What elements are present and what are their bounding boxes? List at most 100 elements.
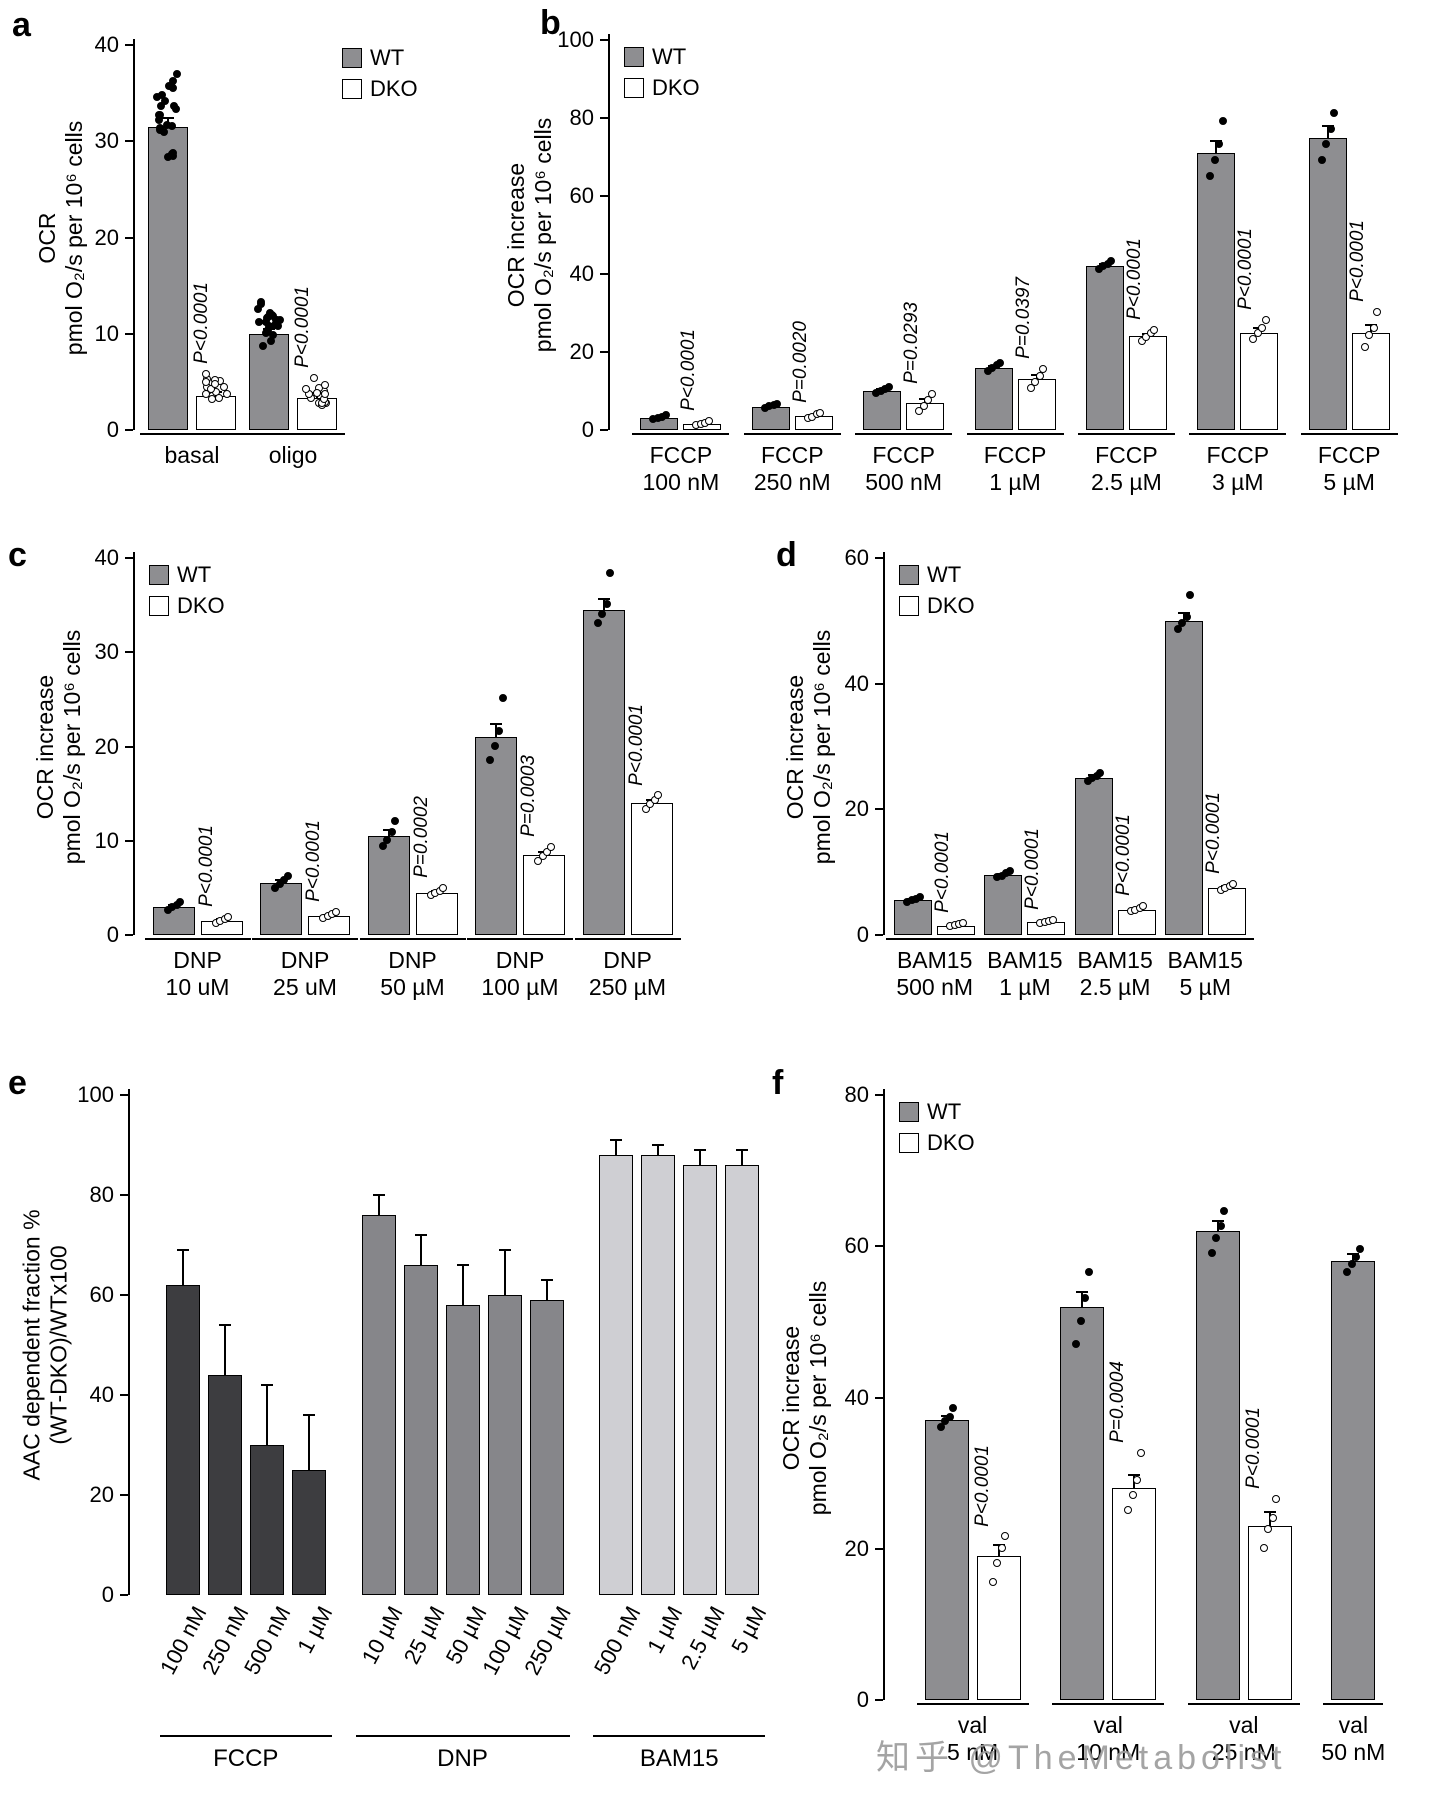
bar-group: P<0.0001 DNP 10 uM	[144, 825, 251, 1000]
wt-bar	[640, 411, 679, 430]
y-tick	[120, 1194, 128, 1196]
panel-f-letter: f	[772, 1064, 784, 1102]
dko-bar: P<0.0001	[626, 704, 673, 935]
x-group-label: val 25 nM	[1211, 1712, 1276, 1765]
legend: WT DKO	[899, 562, 975, 619]
legend-label: WT	[927, 562, 962, 587]
wt-data-point	[1072, 1339, 1081, 1348]
bar: 5 µM	[725, 1149, 771, 1657]
dko-data-point	[927, 389, 936, 398]
wt-data-point	[1182, 612, 1191, 621]
p-value-label: P<0.0001	[678, 329, 700, 412]
p-value-label: P<0.0001	[1123, 237, 1145, 320]
dko-bar: P<0.0001	[1113, 814, 1156, 935]
wt-data-point	[1005, 867, 1014, 876]
wt-data-point	[1096, 768, 1105, 777]
wt-data-point	[163, 120, 172, 129]
y-tick	[120, 1594, 128, 1596]
error-bar-cap	[610, 1139, 623, 1141]
dko-bar: P=0.0003	[518, 755, 565, 935]
x-group-label: BAM15 500 nM	[896, 947, 974, 1000]
legend-label: WT	[177, 562, 212, 587]
wt-bar	[1060, 1267, 1105, 1700]
p-value-label: P<0.0001	[1202, 791, 1224, 874]
legend-swatch-dko	[342, 79, 362, 99]
dko-bar: P=0.0397	[1013, 277, 1056, 430]
p-value-label: P=0.0002	[410, 795, 432, 878]
wt-data-point	[169, 101, 178, 110]
dko-data-point	[1365, 331, 1374, 340]
group-name: BAM15	[639, 1745, 719, 1772]
legend-label: DKO	[177, 593, 225, 618]
p-value-label: P=0.0397	[1012, 276, 1034, 359]
p-value-label: P<0.0001	[1346, 220, 1368, 302]
y-tick	[875, 1396, 883, 1399]
wt-data-point	[495, 727, 503, 736]
dko-data-point	[988, 1577, 997, 1586]
p-value-label: P<0.0001	[625, 703, 647, 786]
dko-bar: P<0.0001	[1243, 1407, 1292, 1700]
dko-data-point	[312, 388, 321, 397]
bar-groups: P<0.0001 basal P<0.0001 oligo	[135, 45, 350, 468]
error-bar	[997, 1545, 1000, 1558]
bar-group: P<0.0001 FCCP 3 µM	[1189, 116, 1287, 495]
wt-data-point	[1186, 590, 1195, 599]
p-value-label: P=0.0020	[789, 320, 811, 403]
y-tick	[875, 557, 883, 559]
x-axis-segment	[359, 938, 466, 940]
bar-group: P<0.0001 BAM15 1 µM	[976, 828, 1074, 1000]
wt-bar	[1164, 590, 1203, 935]
error-bar	[657, 1146, 660, 1156]
dko-bar: P<0.0001	[303, 820, 350, 935]
x-group-label: oligo	[268, 442, 318, 468]
dko-data-point	[207, 385, 216, 394]
y-tick	[125, 44, 133, 46]
x-axis-segment	[144, 938, 251, 940]
x-axis-segment	[1156, 938, 1254, 940]
wt-data-point	[598, 609, 606, 618]
panel-b-chart: 0 20 40 60 80 100 OCR increase pmol O₂/s per 10…	[503, 27, 1420, 495]
legend-swatch-wt	[149, 565, 169, 585]
wt-data-point	[383, 835, 391, 844]
bar: 500 nM	[589, 1139, 645, 1679]
wt-data-point	[275, 880, 284, 889]
dko-bar: P<0.0001	[292, 286, 337, 430]
x-group-label: val 10 nM	[1076, 1712, 1141, 1765]
x-axis-segment	[1187, 1703, 1300, 1705]
x-axis-segment	[855, 433, 953, 435]
dko-data-point	[919, 401, 928, 410]
panel-f-chart: 0 20 40 60 80 OCR increase pmol O₂/s per 10⁶ c…	[778, 1082, 1415, 1765]
dko-data-point	[1031, 378, 1039, 387]
dko-data-point	[309, 373, 318, 382]
dko-data-point	[1039, 364, 1047, 373]
y-tick-label: 40	[569, 261, 594, 286]
wt-data-point	[945, 1412, 954, 1421]
dko-data-point	[958, 918, 967, 927]
wt-data-point	[169, 83, 178, 92]
group-underline	[355, 1735, 570, 1737]
bar: 250 nM	[197, 1324, 254, 1679]
wt-data-point	[593, 618, 602, 627]
y-tick	[600, 39, 608, 41]
dko-data-point	[224, 913, 232, 922]
error-bar-cap	[1076, 1290, 1089, 1293]
p-value-label: P=0.0003	[518, 755, 539, 838]
bar: 500 nM	[239, 1384, 296, 1679]
x-group-label: DNP 50 µM	[380, 947, 445, 1000]
legend-label: DKO	[652, 75, 700, 100]
legend-swatch-wt	[899, 565, 919, 585]
y-tick	[120, 1294, 128, 1296]
wt-data-point	[268, 331, 277, 340]
y-tick-label: 30	[94, 128, 119, 154]
wt-data-point	[168, 148, 177, 157]
wt-bar	[974, 358, 1013, 430]
dko-bar: P=0.0293	[901, 302, 945, 430]
legend-swatch-wt	[624, 47, 644, 67]
group-name: DNP	[437, 1745, 488, 1772]
y-tick-label: 60	[844, 545, 869, 570]
dko-data-point	[1137, 337, 1146, 346]
wt-data-point	[884, 382, 893, 391]
dko-data-point	[1373, 308, 1382, 316]
error-bar	[181, 1251, 184, 1286]
wt-data-point	[1210, 155, 1219, 164]
